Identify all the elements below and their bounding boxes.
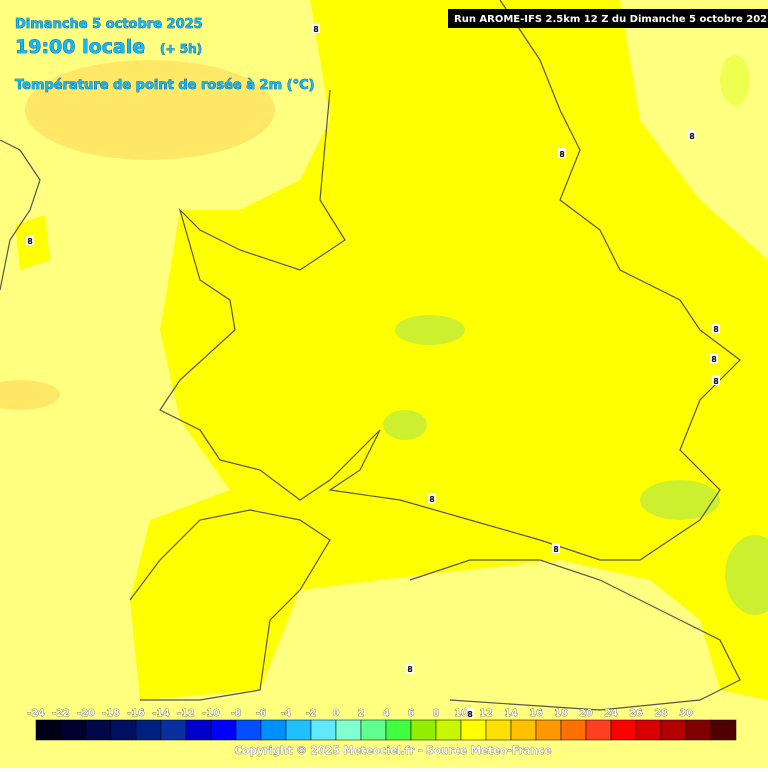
contour-label-box [406, 663, 414, 673]
humid-patch [640, 480, 720, 520]
legend-swatch [460, 719, 487, 741]
legend-tick: 28 [654, 708, 668, 719]
legend-tick: 6 [408, 708, 415, 719]
copyright: Copyright © 2025 Meteociel.fr - Source M… [235, 745, 552, 757]
legend-swatch [285, 719, 312, 741]
legend-swatch [485, 719, 512, 741]
contour-label: 8 [713, 325, 719, 334]
contour-label-box [688, 130, 696, 140]
coastline [129, 509, 331, 701]
contour-label: 8 [711, 355, 717, 364]
offset: (+ 5h) [160, 42, 202, 56]
legend-tick: -2 [306, 708, 317, 719]
legend-tick: 18 [554, 708, 568, 719]
legend-swatch [310, 719, 337, 741]
legend-tick: -18 [102, 708, 120, 719]
contour-label: 8 [407, 665, 413, 674]
contour-label: 8 [553, 545, 559, 554]
contour-label: 8 [713, 377, 719, 386]
legend-swatch [185, 719, 212, 741]
legend-tick: 4 [383, 708, 390, 719]
legend-tick: -20 [77, 708, 95, 719]
legend-tick: -24 [27, 708, 45, 719]
legend-tick: -12 [177, 708, 194, 719]
legend-swatch [160, 719, 187, 741]
legend-tick: -14 [152, 708, 170, 719]
contour-label: 8 [429, 495, 435, 504]
legend-swatch [110, 719, 137, 741]
legend-tick: -22 [52, 708, 69, 719]
legend-swatch [610, 719, 637, 741]
date: Dimanche 5 octobre 2025 [15, 17, 203, 32]
legend-tick: 30 [679, 708, 693, 719]
legend-swatch [235, 719, 262, 741]
humid-patch [395, 315, 465, 345]
contour-label: 8 [559, 150, 565, 159]
legend-swatch [260, 719, 287, 741]
legend-swatch [435, 719, 462, 741]
legend-swatch [685, 719, 712, 741]
warm-field [0, 380, 60, 410]
legend-swatch [360, 719, 387, 741]
legend-tick: 2 [358, 708, 365, 719]
legend-tick: 20 [579, 708, 593, 719]
warm-field [25, 60, 275, 160]
legend-swatch [410, 719, 437, 741]
legend-tick: -6 [256, 708, 267, 719]
legend-swatch [510, 719, 537, 741]
humid-patch [383, 410, 427, 440]
legend-swatch [660, 719, 687, 741]
coastline [159, 0, 741, 561]
run-box [448, 9, 768, 28]
coastline [0, 139, 41, 291]
parameter: Température de point de rosée à 2m (°C) [15, 78, 315, 93]
contour-label-box [712, 323, 720, 333]
contour-label-box [26, 235, 34, 245]
legend-swatch [585, 719, 612, 741]
legend-tick: 24 [604, 708, 618, 719]
contour-label: 8 [27, 237, 33, 246]
contour-label-box [712, 375, 720, 385]
legend-tick: -16 [127, 708, 145, 719]
contour-label-box [466, 708, 474, 718]
time: 19:00 locale [15, 36, 145, 58]
humid-patch [720, 55, 750, 105]
legend-swatch [535, 719, 562, 741]
coastline [409, 559, 741, 711]
run-info: Run AROME-IFS 2.5km 12 Z du Dimanche 5 o… [454, 14, 768, 25]
legend-tick: -10 [202, 708, 220, 719]
contour-label: 8 [313, 25, 319, 34]
contour-label-box [558, 148, 566, 158]
legend-tick: 8 [433, 708, 440, 719]
contour-label: 8 [467, 710, 473, 719]
legend-swatch [85, 719, 112, 741]
legend-swatch [35, 719, 62, 741]
contour-label: 8 [689, 132, 695, 141]
legend-swatch [335, 719, 362, 741]
legend-swatch [710, 719, 737, 741]
legend-swatch [135, 719, 162, 741]
legend-tick: 26 [629, 708, 643, 719]
legend-tick: 12 [479, 708, 492, 719]
legend-tick: -4 [281, 708, 292, 719]
dewpoint-field [130, 0, 768, 700]
contour-label-box [312, 23, 320, 33]
contour-label-box [428, 493, 436, 503]
humid-patch [725, 535, 768, 615]
legend-swatch [635, 719, 662, 741]
legend-swatch [210, 719, 237, 741]
legend-tick: 16 [529, 708, 543, 719]
legend-swatch [385, 719, 412, 741]
legend-tick: 10 [454, 708, 468, 719]
contour-label-box [552, 543, 560, 553]
legend-tick: 0 [333, 708, 340, 719]
contour-label-box [710, 353, 718, 363]
legend-tick: 14 [504, 708, 518, 719]
legend-swatch [60, 719, 87, 741]
legend-swatch [560, 719, 587, 741]
legend-tick: -8 [231, 708, 242, 719]
